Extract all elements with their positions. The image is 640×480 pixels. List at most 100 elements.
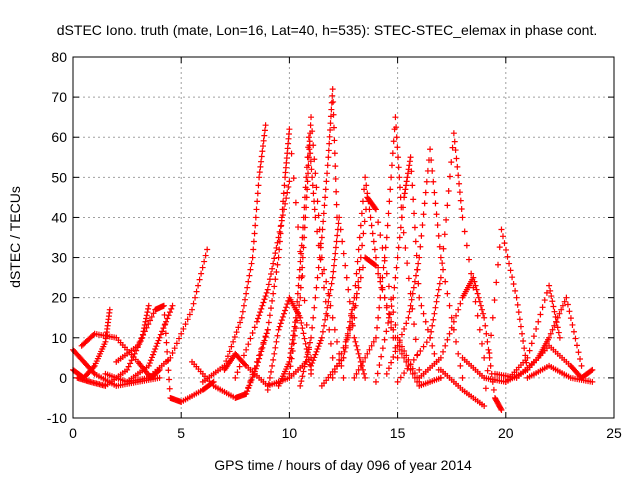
- data-point: [310, 190, 317, 197]
- data-point: [416, 254, 423, 261]
- data-point: [279, 313, 286, 320]
- data-point: [199, 264, 206, 271]
- data-point: [400, 204, 407, 211]
- data-point: [321, 322, 328, 329]
- data-point: [458, 206, 465, 213]
- data-point: [448, 324, 455, 331]
- data-point: [559, 302, 566, 309]
- data-point: [370, 238, 377, 245]
- data-point: [351, 304, 358, 311]
- data-point: [416, 366, 423, 373]
- data-point: [237, 319, 244, 326]
- data-point: [254, 198, 261, 205]
- series-29: [524, 362, 596, 385]
- data-point: [315, 343, 322, 350]
- data-point: [377, 294, 384, 301]
- data-point: [549, 326, 556, 333]
- data-point: [192, 294, 199, 301]
- data-point: [280, 310, 287, 317]
- data-point: [278, 222, 285, 229]
- data-point: [392, 348, 399, 355]
- data-point: [396, 337, 403, 344]
- data-point: [258, 305, 265, 312]
- data-point: [378, 353, 385, 360]
- data-point: [331, 326, 338, 333]
- data-point: [437, 274, 444, 281]
- data-point: [442, 342, 449, 349]
- data-point: [362, 374, 369, 381]
- data-point: [472, 282, 479, 289]
- data-point: [428, 157, 435, 164]
- data-point: [470, 274, 477, 281]
- data-point: [193, 288, 200, 295]
- data-point: [454, 163, 461, 170]
- data-point: [155, 337, 162, 344]
- data-point: [301, 224, 308, 231]
- data-point: [360, 230, 367, 237]
- data-point: [288, 355, 295, 362]
- data-point: [401, 194, 408, 201]
- data-point: [125, 363, 132, 370]
- data-point: [406, 158, 413, 165]
- data-point: [154, 340, 161, 347]
- data-point: [332, 163, 339, 170]
- data-point: [375, 219, 382, 226]
- data-point: [278, 317, 285, 324]
- data-point: [304, 186, 311, 193]
- data-point: [328, 99, 335, 106]
- data-point: [284, 189, 291, 196]
- data-point: [434, 292, 441, 299]
- data-point: [319, 270, 326, 277]
- data-point: [311, 156, 318, 163]
- data-point: [332, 244, 339, 251]
- data-point: [305, 344, 312, 351]
- data-point: [247, 335, 254, 342]
- data-point: [298, 250, 305, 257]
- data-point: [164, 358, 171, 365]
- data-point: [372, 254, 379, 261]
- data-point: [295, 309, 302, 316]
- data-point: [372, 262, 379, 269]
- data-point: [543, 289, 550, 296]
- data-point: [420, 343, 427, 350]
- data-point: [331, 368, 338, 375]
- data-point: [322, 186, 329, 193]
- data-point: [530, 333, 537, 340]
- data-point: [303, 194, 310, 201]
- data-point: [400, 229, 407, 236]
- data-point: [547, 287, 554, 294]
- data-point: [159, 328, 166, 335]
- data-point: [398, 350, 405, 357]
- data-point: [498, 226, 505, 233]
- data-point: [541, 297, 548, 304]
- data-point: [292, 325, 299, 332]
- data-point: [437, 374, 444, 381]
- data-point: [166, 309, 173, 316]
- data-point: [331, 137, 338, 144]
- data-point: [372, 206, 379, 213]
- data-point: [379, 345, 386, 352]
- data-point: [398, 331, 405, 338]
- data-point: [328, 106, 335, 113]
- data-point: [548, 293, 555, 300]
- data-point: [501, 240, 508, 247]
- data-point: [482, 322, 489, 329]
- data-point: [394, 378, 401, 385]
- data-point: [248, 376, 255, 383]
- data-point: [230, 338, 237, 345]
- data-point: [320, 218, 327, 225]
- data-point: [338, 350, 345, 357]
- data-point: [356, 266, 363, 273]
- data-point: [251, 230, 258, 237]
- series-19: [340, 254, 444, 389]
- data-point: [392, 321, 399, 328]
- data-point: [306, 138, 313, 145]
- data-point: [567, 315, 574, 322]
- data-point: [390, 326, 397, 333]
- data-point: [312, 351, 319, 358]
- data-point: [302, 340, 309, 347]
- data-point: [390, 309, 397, 316]
- data-point: [273, 268, 280, 275]
- data-point: [436, 243, 443, 250]
- data-point: [392, 114, 399, 121]
